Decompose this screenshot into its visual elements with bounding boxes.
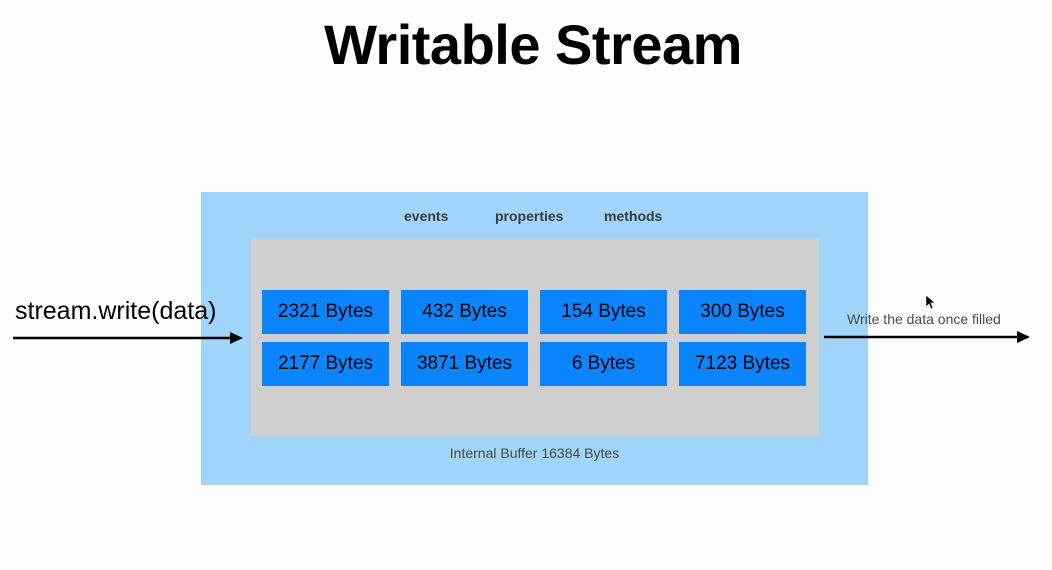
label-events: events (404, 208, 449, 224)
buffer-chunk: 2177 Bytes (262, 342, 389, 386)
label-methods: methods (604, 208, 663, 224)
buffer-label: Internal Buffer 16384 Bytes (449, 445, 620, 461)
buffer-chunk: 432 Bytes (401, 290, 528, 334)
output-label: Write the data once filled (847, 311, 1001, 327)
buffer-chunk: 6 Bytes (540, 342, 667, 386)
buffer-chunk: 2321 Bytes (262, 290, 389, 334)
internal-buffer (251, 239, 819, 436)
output-arrow (824, 331, 1030, 343)
mouse-cursor-icon (925, 294, 936, 310)
buffer-chunk: 154 Bytes (540, 290, 667, 334)
input-label: stream.write(data) (15, 297, 217, 325)
buffer-chunk: 7123 Bytes (679, 342, 806, 386)
slide-title: Writable Stream (324, 13, 742, 76)
buffer-chunk: 300 Bytes (679, 290, 806, 334)
buffer-chunk: 3871 Bytes (401, 342, 528, 386)
label-properties: properties (495, 208, 564, 224)
input-arrow (13, 332, 243, 344)
